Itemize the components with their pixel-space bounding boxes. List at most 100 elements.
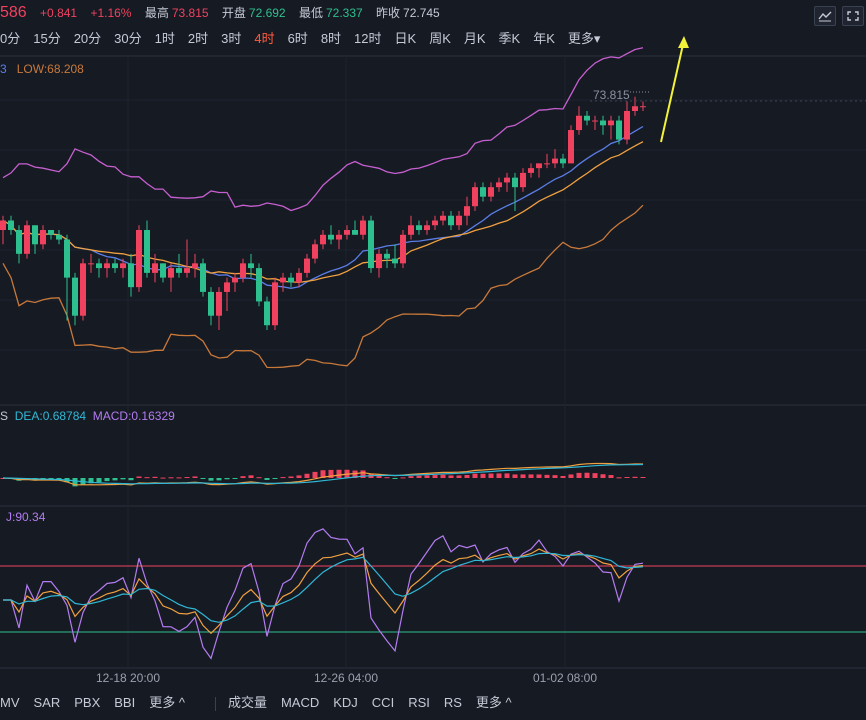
annotation-arrow-head — [678, 36, 689, 48]
macd-bar — [392, 478, 398, 479]
low-band-label: LOW:68.208 — [16, 62, 84, 76]
macd-bar — [432, 475, 438, 478]
candle-body — [328, 234, 334, 240]
candle-body — [424, 225, 430, 231]
candle-body — [352, 230, 358, 235]
period-tab-6[interactable]: 3时 — [221, 31, 242, 46]
candle-body — [200, 263, 206, 292]
macd-bar — [496, 473, 502, 478]
j-label: J:90.34 — [6, 510, 46, 524]
main-legend-cut: 3 — [0, 62, 7, 76]
ma-line — [2, 141, 644, 284]
candle-body — [104, 263, 110, 269]
period-tab-16[interactable]: 更多▾ — [567, 31, 601, 46]
sub-indicator-tab-6[interactable]: 更多 ^ — [475, 695, 512, 710]
candle-body — [160, 263, 166, 278]
period-tab-0[interactable]: 0分 — [0, 31, 21, 46]
candle-body — [616, 120, 622, 140]
candle-body — [344, 230, 350, 235]
period-tab-15[interactable]: 年K — [533, 31, 555, 46]
candle-body — [168, 268, 174, 278]
candle-body — [568, 130, 574, 164]
candle-body — [232, 277, 238, 283]
sub-indicator-tab-3[interactable]: CCI — [371, 695, 395, 710]
period-tab-10[interactable]: 12时 — [354, 31, 382, 46]
macd-legend-cut: S — [0, 409, 9, 423]
candle-body — [120, 263, 126, 269]
boll-mid-line — [2, 125, 644, 289]
expand-icon — [847, 11, 859, 21]
period-tabs: 0分 15分 20分 30分 1时 2时 3时 4时 6时 8时 12时 日K 周K 月K 季K 年K 更多▾ — [0, 28, 613, 50]
fullscreen-button[interactable] — [842, 6, 864, 26]
macd-bar — [128, 478, 134, 481]
macd-bar — [400, 477, 406, 479]
candle-body — [552, 158, 558, 164]
period-tab-12[interactable]: 周K — [429, 31, 451, 46]
candle-body — [112, 263, 118, 269]
macd-bar — [456, 475, 462, 478]
macd-bar — [200, 478, 206, 479]
period-tab-11[interactable]: 日K — [394, 31, 417, 46]
candle-body — [8, 220, 14, 231]
candle-body — [88, 263, 94, 265]
overlay-indicator-tab-1[interactable]: SAR — [33, 695, 61, 710]
sub-indicator-tab-0[interactable]: 成交量 — [227, 695, 267, 710]
candle-body — [520, 172, 526, 188]
candle-body — [0, 220, 6, 231]
boll-upper-line — [2, 47, 644, 212]
macd-bar — [104, 478, 110, 482]
candle-body — [40, 230, 46, 245]
candle-body — [280, 277, 286, 283]
overlay-indicator-tab-3[interactable]: BBI — [114, 695, 136, 710]
annotation-arrow-line — [660, 39, 685, 143]
candle-body — [504, 177, 510, 183]
period-tab-9[interactable]: 8时 — [320, 31, 342, 46]
macd-bar — [232, 478, 238, 479]
main-legend: 3 LOW:68.208 — [0, 62, 84, 76]
macd-bar — [304, 473, 310, 478]
period-tab-8[interactable]: 6时 — [287, 31, 308, 46]
candle-body — [224, 282, 230, 292]
candle-body — [336, 234, 342, 240]
candle-body — [448, 215, 454, 226]
macd-bar — [440, 474, 446, 478]
period-tab-4[interactable]: 1时 — [154, 31, 175, 46]
candle-body — [272, 282, 278, 326]
overlay-indicator-tab-4[interactable]: 更多 ^ — [149, 695, 185, 710]
low-label: 最低 — [298, 6, 323, 20]
sub-indicator-tab-5[interactable]: RS — [443, 695, 462, 710]
candle-body — [472, 187, 478, 207]
candle-body — [256, 268, 262, 302]
candle-body — [32, 225, 38, 245]
sub-indicator-tab-1[interactable]: MACD — [280, 695, 320, 710]
macd-bar — [168, 477, 174, 479]
candle-body — [240, 263, 246, 278]
period-tab-5[interactable]: 2时 — [187, 31, 209, 46]
macd-bar — [240, 476, 246, 478]
candle-body — [432, 220, 438, 226]
overlay-indicator-tab-2[interactable]: PBX — [74, 695, 101, 710]
macd-bar — [96, 478, 102, 483]
sub-indicator-tab-2[interactable]: KDJ — [333, 695, 358, 710]
macd-bar — [616, 477, 622, 479]
indicator-toggle-button[interactable] — [814, 6, 836, 26]
candle-body — [400, 234, 406, 264]
macd-bar — [208, 478, 214, 481]
candle-body — [184, 268, 190, 273]
candle-body — [72, 277, 78, 316]
candle-body — [152, 263, 158, 273]
candle-body — [456, 215, 462, 226]
period-tab-2[interactable]: 20分 — [73, 31, 102, 46]
period-tab-13[interactable]: 月K — [463, 31, 486, 46]
macd-bar — [608, 475, 614, 478]
overlay-indicator-tab-0[interactable]: MV — [0, 695, 20, 710]
sub-indicator-tab-4[interactable]: RSI — [408, 695, 430, 710]
period-tab-3[interactable]: 30分 — [114, 31, 142, 46]
period-tab-1[interactable]: 15分 — [33, 31, 61, 46]
period-tab-14[interactable]: 季K — [498, 31, 521, 46]
candle-body — [416, 225, 422, 231]
macd-bar — [624, 476, 630, 478]
macd-bar — [352, 470, 358, 478]
period-tab-7[interactable]: 4时 — [254, 31, 275, 46]
quote-bar: 586 +0.841 +1.16% 最高 73.815 开盘 72.692 最低 72… — [0, 2, 440, 24]
